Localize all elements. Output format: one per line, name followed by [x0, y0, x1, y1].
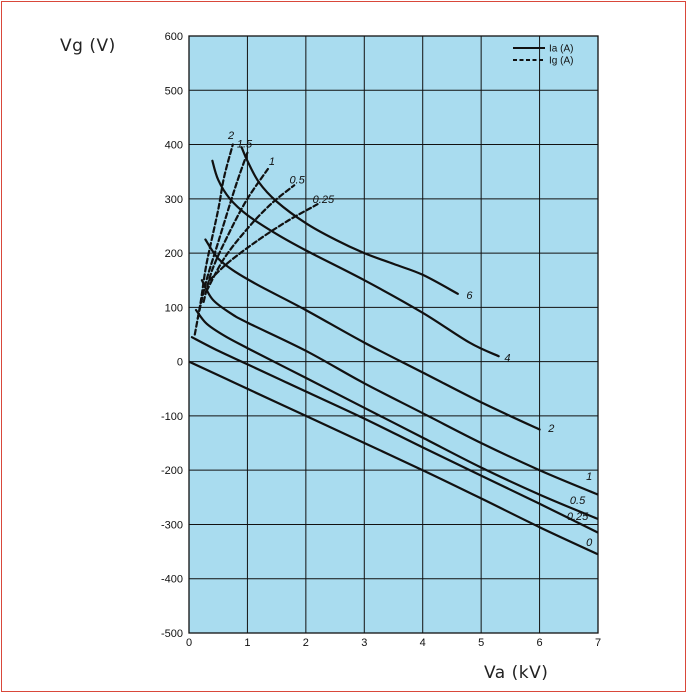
y-tick-label: 400	[165, 140, 183, 152]
y-tick-label: -100	[161, 411, 183, 423]
y-tick-label: 500	[165, 85, 183, 97]
y-tick-label: 0	[177, 357, 183, 369]
plot-area	[189, 36, 598, 633]
curve-label: 4	[504, 353, 510, 365]
curve-ig-1	[202, 167, 269, 303]
y-tick-label: -300	[161, 519, 183, 531]
curve-label: 0.5	[289, 175, 305, 187]
curve-ia-0_25	[190, 336, 598, 534]
x-tick-label: 6	[537, 637, 543, 649]
curve-ia-6	[240, 146, 459, 295]
curve-label: 1	[269, 156, 275, 168]
curve-ia-4	[211, 159, 500, 358]
y-tick-label: -500	[161, 628, 183, 640]
y-tick-label: 100	[165, 302, 183, 314]
y-tick-label: 300	[165, 194, 183, 206]
curve-label: 1.5	[237, 138, 253, 150]
curve-ig-1_5	[196, 151, 249, 320]
legend-entry-label: Ia (A)	[549, 44, 573, 55]
y-axis-title: Vg (V)	[60, 36, 116, 56]
curve-ia-2	[204, 238, 541, 431]
curve-ig-0_25	[208, 203, 319, 282]
x-tick-label: 0	[186, 637, 192, 649]
plot-border	[188, 35, 599, 634]
curve-label: 2	[547, 423, 554, 435]
curve-label: 0.5	[570, 495, 586, 507]
curve-label: 0	[586, 537, 593, 549]
x-tick-label: 2	[303, 637, 309, 649]
x-axis-title: Va (kV)	[484, 663, 549, 683]
curve-label: 0.25	[313, 194, 335, 206]
curve-ia-1	[200, 279, 598, 496]
curve-label: 0.25	[567, 511, 589, 523]
curve-ig-0_5	[205, 184, 296, 293]
y-tick-label: -400	[161, 574, 183, 586]
y-tick-label: -200	[161, 465, 183, 477]
curve-ia-0_5	[194, 309, 598, 521]
curve-label: 2	[227, 130, 234, 142]
x-tick-label: 4	[420, 637, 426, 649]
x-tick-label: 5	[478, 637, 484, 649]
curve-label: 6	[466, 290, 473, 302]
curve-label: 1	[586, 471, 592, 483]
legend-entry-label: Ig (A)	[549, 56, 573, 67]
x-tick-label: 1	[244, 637, 250, 649]
x-tick-label: 3	[361, 637, 367, 649]
y-tick-label: 200	[165, 248, 183, 260]
curve-ia-0	[189, 360, 598, 556]
y-tick-label: 600	[165, 31, 183, 43]
x-tick-label: 7	[595, 637, 601, 649]
